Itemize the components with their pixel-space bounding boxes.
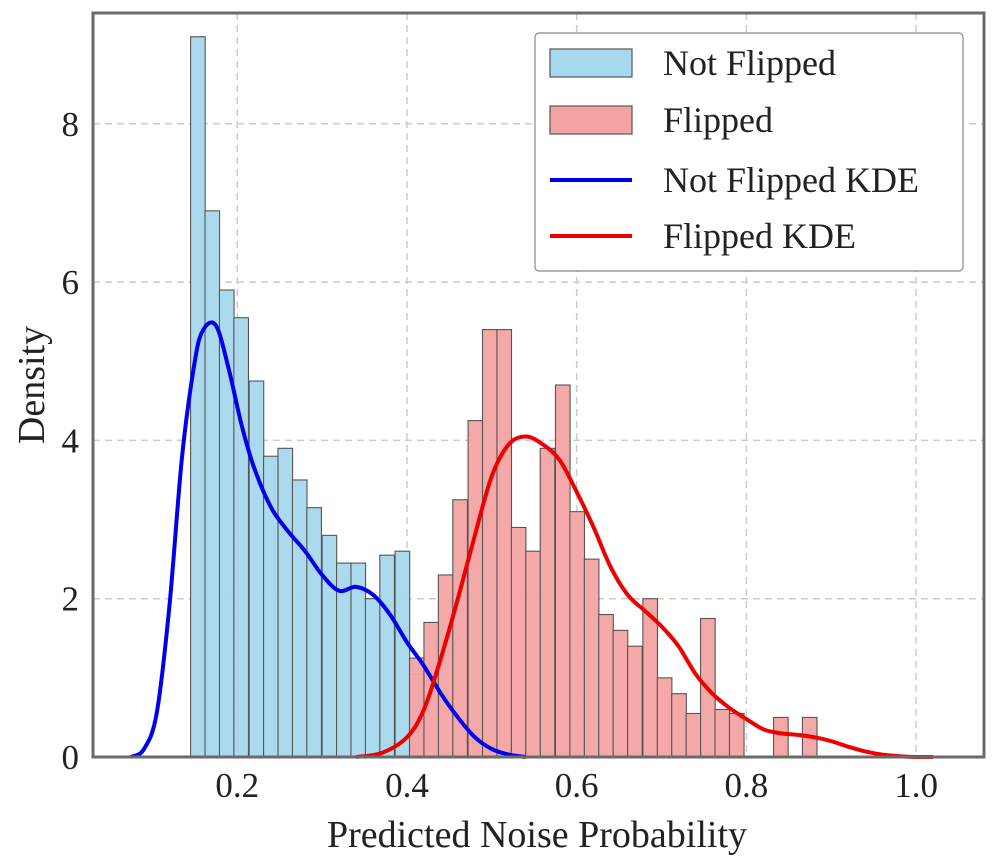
legend: Not Flipped Flipped Not Flipped KDE Flip… — [534, 32, 964, 272]
bar-flipped — [539, 447, 556, 758]
legend-label-flipped: Flipped — [663, 100, 773, 140]
bar-flipped — [525, 550, 541, 758]
bar-flipped — [671, 693, 687, 758]
y-tick-label: 8 — [62, 105, 80, 144]
legend-swatch-not-flipped — [549, 48, 633, 78]
bar-not-flipped — [277, 447, 294, 758]
bar-not-flipped — [190, 36, 206, 758]
bar-flipped — [728, 712, 745, 758]
legend-swatch-flipped — [549, 105, 633, 135]
bar-flipped — [773, 716, 789, 758]
y-axis-title: Density — [11, 326, 53, 444]
bar-flipped — [569, 511, 586, 758]
bar-not-flipped — [321, 534, 338, 758]
x-tick-label: 0.2 — [215, 766, 259, 805]
legend-label-flipped-kde: Flipped KDE — [663, 216, 856, 256]
bar-flipped — [496, 329, 513, 758]
bar-flipped — [598, 613, 614, 758]
bar-not-flipped — [204, 210, 221, 758]
x-tick-label: 0.6 — [555, 766, 599, 805]
bar-flipped — [627, 645, 643, 758]
bar-not-flipped — [306, 507, 322, 758]
bar-not-flipped — [350, 562, 367, 758]
bar-flipped — [685, 712, 702, 758]
y-tick-label: 4 — [62, 421, 80, 460]
bar-not-flipped — [233, 317, 250, 758]
bar-flipped — [481, 329, 498, 758]
bar-flipped — [408, 657, 425, 758]
bar-not-flipped — [394, 550, 411, 758]
kde-line-flipped — [355, 434, 934, 760]
x-tick-label: 1.0 — [894, 766, 938, 805]
y-tick-label: 2 — [62, 580, 80, 619]
y-axis-ticks: 0 2 4 6 8 — [62, 105, 80, 777]
x-axis-title: Predicted Noise Probability — [327, 814, 747, 856]
bar-not-flipped — [248, 380, 265, 758]
y-tick-label: 0 — [62, 738, 80, 777]
plot-frame — [91, 11, 986, 759]
bar-not-flipped — [291, 479, 308, 758]
kde-line-not-flipped — [130, 320, 527, 759]
bar-flipped — [583, 558, 600, 758]
legend-label-not-flipped: Not Flipped — [663, 43, 836, 83]
bar-not-flipped — [379, 554, 395, 758]
x-axis-ticks: 0.2 0.4 0.6 0.8 1.0 — [215, 766, 938, 805]
bar-flipped — [612, 629, 629, 758]
bar-flipped — [554, 384, 571, 758]
legend-label-not-flipped-kde: Not Flipped KDE — [663, 160, 919, 200]
legend-box — [534, 32, 964, 272]
bar-flipped — [656, 677, 673, 758]
y-tick-label: 6 — [62, 263, 80, 302]
x-tick-label: 0.4 — [385, 766, 429, 805]
bar-flipped — [714, 708, 731, 758]
x-tick-label: 0.8 — [725, 766, 769, 805]
bar-flipped — [510, 526, 527, 758]
bar-flipped — [467, 420, 484, 758]
bar-not-flipped — [364, 598, 381, 758]
kde-lines — [130, 320, 934, 760]
